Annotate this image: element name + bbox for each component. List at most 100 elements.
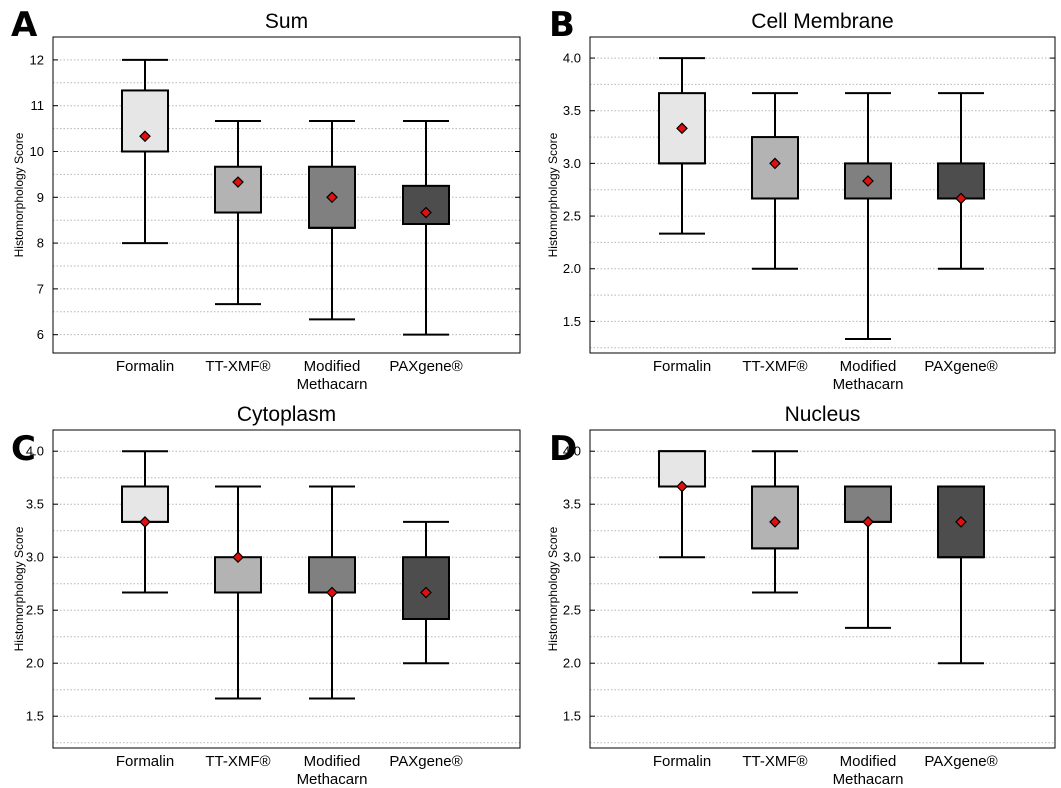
panel-letter: C xyxy=(11,429,36,469)
chart-title: Cell Membrane xyxy=(751,10,893,33)
plot-frame xyxy=(589,36,1056,354)
box-series-2 xyxy=(214,485,262,700)
mean-marker xyxy=(139,130,151,143)
y-axis-label: Histomorphology Score xyxy=(546,526,560,651)
x-category-label: PAXgene® xyxy=(389,753,462,770)
box-series-4 xyxy=(937,92,985,270)
mean-marker xyxy=(862,516,874,528)
y-tick-label: 4.0 xyxy=(26,444,44,459)
x-category-label: Methacarn xyxy=(297,376,368,393)
x-category-label: Formalin xyxy=(653,358,711,375)
mean-marker xyxy=(232,551,244,564)
panel-letter: A xyxy=(11,5,38,45)
y-tick-label: 2.5 xyxy=(26,603,44,618)
y-tick-label: 11 xyxy=(31,98,45,113)
y-tick-label: 2.5 xyxy=(563,603,581,618)
panel-d: D Nucleus 1.5 2.0 2.5 3.0 3.5 4.0 Histomorpholog… xyxy=(546,403,1056,788)
y-tick-label: 3.0 xyxy=(563,156,581,171)
mean-marker xyxy=(326,191,338,204)
x-category-label: TT-XMF® xyxy=(742,358,807,375)
y-tick-label: 2.5 xyxy=(563,209,581,224)
y-axis-label: Histomorphology Score xyxy=(12,526,26,651)
box-series-4 xyxy=(402,119,450,336)
box-series-3 xyxy=(308,485,356,700)
y-tick-label: 3.5 xyxy=(26,497,44,512)
mean-marker xyxy=(676,480,688,493)
y-tick-label: 2.0 xyxy=(563,656,581,671)
x-category-label: Formalin xyxy=(653,753,711,770)
x-category-label: Modified xyxy=(304,753,361,770)
y-tick-label: 6 xyxy=(37,327,44,342)
iqr-box xyxy=(658,450,706,488)
box-series-4 xyxy=(937,485,985,665)
panel-b: B Cell Membrane 1.5 2.0 2.5 3.0 3.5 4.0 Histomor… xyxy=(546,5,1056,393)
panel-a: A Sum 6 7 8 9 10 11 12 Histomorphology Score Forma… xyxy=(11,5,521,393)
chart-title: Sum xyxy=(265,10,308,33)
y-axis-label: Histomorphology Score xyxy=(546,132,560,257)
box-series-1 xyxy=(658,57,706,235)
y-tick-label: 3.5 xyxy=(563,497,581,512)
y-tick-label: 8 xyxy=(37,236,44,251)
y-tick-label: 4.0 xyxy=(563,51,581,66)
box-series-1 xyxy=(121,58,169,245)
iqr-box xyxy=(121,89,169,153)
x-category-label: Formalin xyxy=(116,753,174,770)
iqr-box xyxy=(844,485,892,523)
x-category-label: Methacarn xyxy=(297,771,368,788)
x-category-label: TT-XMF® xyxy=(205,753,270,770)
box-series-4 xyxy=(402,520,450,665)
x-category-label: PAXgene® xyxy=(389,358,462,375)
mean-marker xyxy=(676,122,688,135)
plot-frame xyxy=(52,36,521,354)
iqr-box xyxy=(308,556,356,594)
box-series-2 xyxy=(751,92,799,270)
box-series-3 xyxy=(844,92,892,340)
box-series-1 xyxy=(121,450,169,594)
box-series-1 xyxy=(658,450,706,559)
x-category-label: Methacarn xyxy=(833,771,904,788)
y-tick-label: 1.5 xyxy=(563,709,581,724)
y-tick-label: 3.0 xyxy=(26,550,44,565)
mean-marker xyxy=(420,586,432,599)
x-category-label: PAXgene® xyxy=(924,358,997,375)
mean-marker xyxy=(769,157,781,170)
panel-letter: D xyxy=(549,429,577,469)
chart-title: Nucleus xyxy=(785,403,861,426)
x-category-label: TT-XMF® xyxy=(205,358,270,375)
box-series-2 xyxy=(214,119,262,306)
mean-marker xyxy=(769,516,781,528)
y-axis-label: Histomorphology Score xyxy=(12,132,26,257)
x-category-label: Modified xyxy=(840,358,897,375)
x-category-label: Formalin xyxy=(116,358,174,375)
y-tick-label: 7 xyxy=(37,281,44,296)
mean-marker xyxy=(420,206,432,219)
y-tick-label: 12 xyxy=(30,52,44,67)
y-tick-label: 9 xyxy=(37,190,44,205)
x-category-label: Methacarn xyxy=(833,376,904,393)
mean-marker xyxy=(232,176,244,188)
plot-frame xyxy=(589,429,1056,749)
mean-marker xyxy=(955,516,967,528)
y-tick-label: 1.5 xyxy=(563,314,581,329)
iqr-box xyxy=(214,165,262,214)
panel-c: C Cytoplasm 1.5 2.0 2.5 3.0 3.5 4.0 Histomorphol… xyxy=(11,403,521,788)
y-tick-label: 2.0 xyxy=(563,261,581,276)
x-category-label: Modified xyxy=(304,358,361,375)
mean-marker xyxy=(326,586,338,599)
panel-letter: B xyxy=(549,5,575,45)
mean-marker xyxy=(862,175,874,187)
x-category-label: TT-XMF® xyxy=(742,753,807,770)
box-series-2 xyxy=(751,450,799,594)
chart-title: Cytoplasm xyxy=(237,403,336,426)
mean-marker xyxy=(955,192,967,205)
iqr-box xyxy=(214,556,262,594)
y-tick-label: 2.0 xyxy=(26,656,44,671)
y-tick-label: 3.0 xyxy=(563,550,581,565)
y-tick-label: 3.5 xyxy=(563,103,581,118)
x-category-label: Modified xyxy=(840,753,897,770)
box-series-3 xyxy=(308,119,356,321)
plot-frame xyxy=(52,429,521,749)
y-tick-label: 10 xyxy=(30,144,44,159)
mean-marker xyxy=(139,516,151,528)
